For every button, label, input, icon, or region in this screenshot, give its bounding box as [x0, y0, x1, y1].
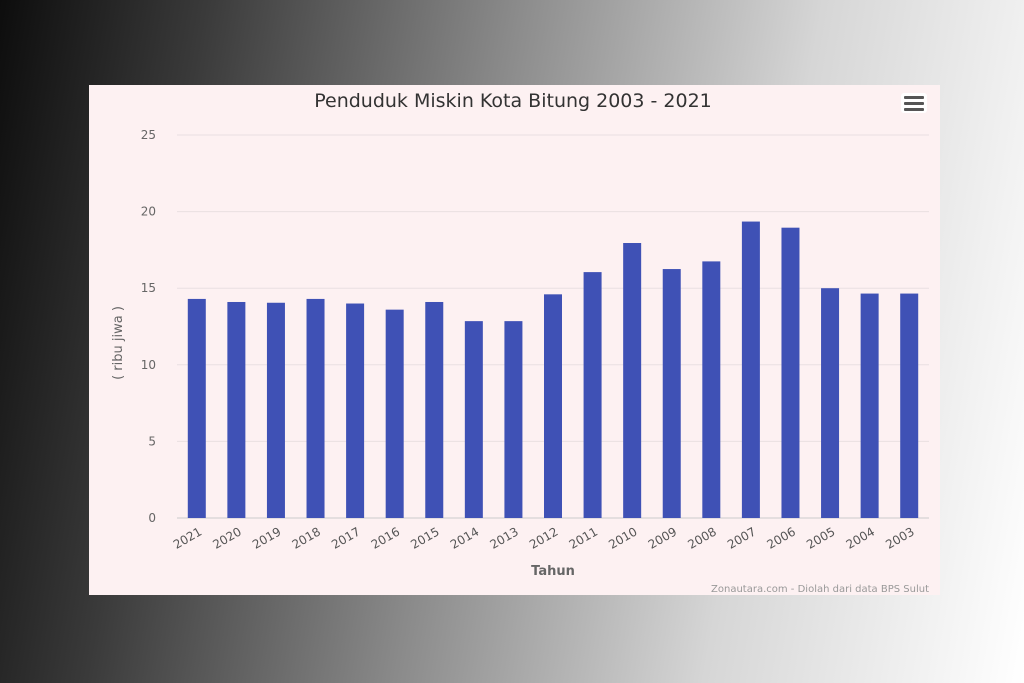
bar-2012[interactable]: [544, 294, 562, 518]
y-axis-label: ( ribu jiwa ): [111, 306, 126, 380]
y-tick-label: 25: [141, 128, 156, 142]
y-tick-label: 0: [148, 511, 156, 525]
y-tick-label: 15: [141, 281, 156, 295]
bar-2005[interactable]: [821, 288, 840, 518]
bar-2009[interactable]: [662, 269, 681, 518]
bar-2006[interactable]: [781, 227, 800, 518]
bar-2011[interactable]: [583, 272, 602, 518]
credits-text[interactable]: Zonautara.com - Diolah dari data BPS Sul…: [711, 584, 929, 595]
x-tick-label-2014: 2014: [448, 524, 481, 551]
bar-2014[interactable]: [464, 321, 483, 518]
menu-line: [904, 95, 924, 99]
bar-2015[interactable]: [425, 301, 444, 518]
bar-2008[interactable]: [702, 261, 721, 518]
bar-2004[interactable]: [860, 293, 879, 518]
x-tick-label-2015: 2015: [408, 524, 441, 551]
hamburger-menu-icon[interactable]: [901, 93, 927, 113]
bar-2021[interactable]: [187, 298, 206, 518]
menu-line: [904, 107, 924, 111]
y-tick-label: 10: [141, 358, 156, 372]
bar-2018[interactable]: [306, 298, 325, 518]
x-tick-label-2012: 2012: [527, 524, 560, 551]
bar-2020[interactable]: [227, 301, 246, 518]
bar-layer: [187, 221, 919, 519]
menu-line: [904, 101, 924, 105]
x-tick-label-2009: 2009: [646, 524, 679, 551]
x-tick-label-2016: 2016: [369, 524, 402, 551]
bar-2007[interactable]: [741, 221, 760, 519]
x-tick-label-2017: 2017: [329, 524, 362, 551]
chart-title: Penduduk Miskin Kota Bitung 2003 - 2021: [314, 90, 712, 112]
x-tick-label-2013: 2013: [487, 524, 520, 551]
x-tick-label-2011: 2011: [567, 524, 600, 551]
x-tick-label-2018: 2018: [290, 524, 323, 551]
chart-card: Penduduk Miskin Kota Bitung 2003 - 2021 …: [89, 85, 940, 595]
x-axis-ticks: 2021 2020 2019 2018 2017 2016 2015 2014 2013 2012…: [171, 524, 917, 551]
y-tick-label: 5: [148, 434, 156, 448]
x-tick-label-2020: 2020: [210, 524, 243, 551]
x-tick-label-2021: 2021: [171, 524, 204, 551]
x-tick-label-2004: 2004: [844, 524, 877, 551]
y-axis-ticks: 0 5 10 15 20 25: [141, 128, 156, 525]
x-tick-label-2007: 2007: [725, 524, 758, 551]
x-tick-label-2008: 2008: [685, 524, 718, 551]
x-tick-label-2006: 2006: [765, 524, 798, 551]
bar-2013[interactable]: [504, 321, 523, 518]
bar-2019[interactable]: [266, 302, 285, 518]
bar-2016[interactable]: [385, 309, 404, 518]
bar-2010[interactable]: [623, 243, 642, 519]
x-tick-label-2005: 2005: [804, 524, 837, 551]
y-tick-label: 20: [141, 205, 156, 219]
x-tick-label-2019: 2019: [250, 524, 283, 551]
bar-2003[interactable]: [900, 293, 919, 518]
x-tick-label-2010: 2010: [606, 524, 639, 551]
bar-2017[interactable]: [346, 303, 365, 518]
bar-chart: Penduduk Miskin Kota Bitung 2003 - 2021 …: [111, 90, 929, 595]
x-tick-label-2003: 2003: [883, 524, 916, 551]
x-axis-label: Tahun: [531, 564, 575, 579]
